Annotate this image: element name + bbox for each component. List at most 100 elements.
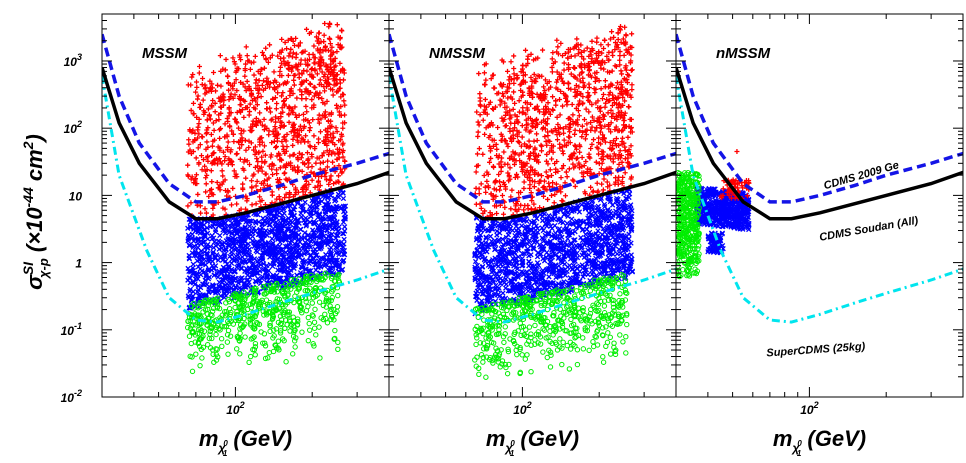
point-excluded xyxy=(193,172,199,178)
point-allowed xyxy=(229,230,235,236)
point-excluded xyxy=(488,155,494,161)
point-excluded xyxy=(290,65,296,71)
point-projected xyxy=(299,329,305,335)
point-excluded xyxy=(261,116,267,122)
point-excluded xyxy=(270,129,276,135)
point-projected xyxy=(214,301,221,307)
point-excluded xyxy=(330,159,336,165)
point-excluded xyxy=(277,152,283,158)
point-excluded xyxy=(477,112,483,118)
point-excluded xyxy=(304,88,310,94)
point-excluded xyxy=(594,118,600,124)
point-excluded xyxy=(584,127,590,133)
point-excluded xyxy=(259,154,265,160)
point-excluded xyxy=(311,43,317,49)
point-excluded xyxy=(218,104,224,110)
point-allowed xyxy=(287,221,294,227)
point-excluded xyxy=(212,109,218,115)
point-excluded xyxy=(202,82,208,88)
point-excluded xyxy=(519,123,525,129)
point-excluded xyxy=(342,102,348,108)
point-excluded xyxy=(622,144,628,150)
point-excluded xyxy=(239,107,245,113)
point-excluded xyxy=(529,117,535,123)
point-allowed xyxy=(264,273,270,279)
point-excluded xyxy=(255,168,261,174)
point-excluded xyxy=(554,37,560,43)
point-excluded xyxy=(603,100,609,106)
point-excluded xyxy=(222,158,228,164)
point-excluded xyxy=(542,88,548,94)
point-excluded xyxy=(549,173,555,179)
point-excluded xyxy=(265,82,271,88)
point-excluded xyxy=(604,153,610,159)
point-excluded xyxy=(594,39,600,45)
point-excluded xyxy=(229,128,235,134)
point-excluded xyxy=(247,66,253,72)
point-projected xyxy=(317,355,323,361)
point-excluded xyxy=(329,44,335,50)
point-excluded xyxy=(519,168,525,174)
point-excluded xyxy=(310,51,316,57)
point-excluded xyxy=(251,147,257,153)
point-excluded xyxy=(319,69,325,75)
point-allowed xyxy=(215,257,222,263)
point-allowed xyxy=(328,257,334,263)
point-excluded xyxy=(622,110,628,116)
point-excluded xyxy=(196,70,202,76)
point-excluded xyxy=(562,193,568,199)
point-excluded xyxy=(221,149,227,155)
point-excluded xyxy=(333,179,339,185)
point-excluded xyxy=(277,64,283,70)
point-excluded xyxy=(609,82,615,88)
point-allowed xyxy=(185,293,191,299)
point-excluded xyxy=(532,106,538,112)
point-projected xyxy=(271,289,278,295)
point-excluded xyxy=(608,129,614,135)
point-excluded xyxy=(499,115,505,121)
point-excluded xyxy=(306,30,312,36)
point-excluded xyxy=(602,84,608,90)
point-excluded xyxy=(269,52,275,58)
point-excluded xyxy=(203,181,209,187)
point-excluded xyxy=(269,116,275,122)
point-projected xyxy=(307,285,313,291)
point-excluded xyxy=(508,120,514,126)
point-excluded xyxy=(578,49,584,55)
point-excluded xyxy=(197,101,203,107)
point-allowed xyxy=(197,266,203,272)
point-excluded xyxy=(619,180,625,186)
point-allowed xyxy=(291,213,298,219)
point-excluded xyxy=(212,157,218,163)
point-excluded xyxy=(221,102,227,108)
point-excluded xyxy=(208,186,214,192)
point-allowed xyxy=(342,203,349,209)
point-projected xyxy=(290,351,296,357)
point-allowed xyxy=(205,241,211,248)
point-projected xyxy=(227,333,234,339)
point-excluded xyxy=(280,143,286,149)
point-excluded xyxy=(618,79,624,85)
point-excluded xyxy=(501,149,507,155)
point-excluded xyxy=(195,135,201,141)
point-excluded xyxy=(566,65,572,71)
point-excluded xyxy=(196,64,202,70)
point-excluded xyxy=(504,84,510,90)
point-projected xyxy=(282,325,288,332)
point-excluded xyxy=(209,143,215,149)
point-excluded xyxy=(503,186,509,192)
point-excluded xyxy=(528,206,534,212)
point-excluded xyxy=(332,142,338,148)
point-excluded xyxy=(504,104,510,110)
point-excluded xyxy=(549,193,555,199)
point-excluded xyxy=(226,81,232,87)
point-excluded xyxy=(572,131,578,137)
point-excluded xyxy=(322,114,328,120)
point-projected xyxy=(207,328,213,334)
point-excluded xyxy=(625,159,631,165)
point-allowed xyxy=(202,231,208,237)
point-excluded xyxy=(275,180,281,186)
point-excluded xyxy=(566,81,572,87)
point-excluded xyxy=(549,69,555,75)
point-allowed xyxy=(301,235,307,241)
